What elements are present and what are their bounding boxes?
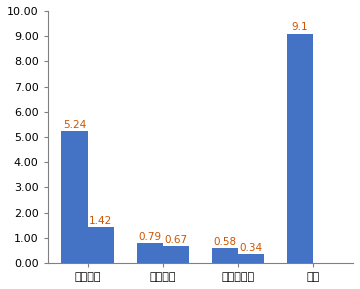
Bar [88, 227, 114, 263]
Text: 0.34: 0.34 [239, 243, 262, 253]
Text: 1.42: 1.42 [89, 216, 113, 226]
Bar [163, 246, 189, 263]
Text: 0.58: 0.58 [213, 237, 236, 247]
Bar [287, 34, 313, 263]
Text: 0.79: 0.79 [138, 232, 161, 242]
Text: 0.67: 0.67 [165, 235, 188, 245]
Bar [212, 249, 238, 263]
Bar [238, 254, 264, 263]
Text: 9.1: 9.1 [292, 22, 308, 32]
Bar [62, 131, 88, 263]
Bar [136, 243, 163, 263]
Text: 5.24: 5.24 [63, 120, 86, 130]
